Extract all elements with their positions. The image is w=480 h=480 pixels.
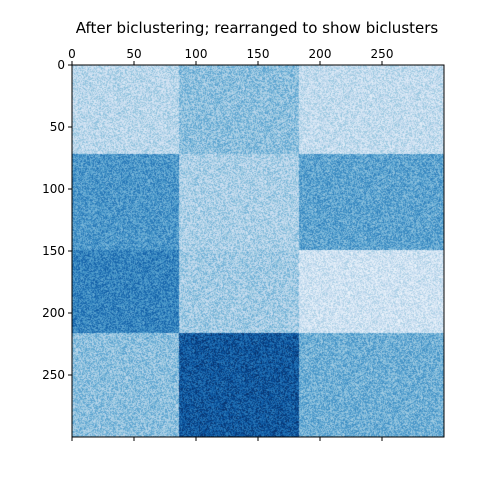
- y-tick-label: 0: [57, 58, 65, 72]
- heatmap-image: [72, 65, 444, 437]
- y-tick-label: 50: [50, 120, 65, 134]
- y-tick-label: 150: [42, 244, 65, 258]
- x-axis-ticks: 0 50 100 150 200 250: [68, 47, 393, 441]
- x-tick-label: 50: [126, 47, 141, 61]
- y-tick-label: 100: [42, 182, 65, 196]
- x-tick-label: 200: [309, 47, 332, 61]
- heatmap-cells: [72, 65, 444, 437]
- y-axis-ticks: 0 50 100 150 200 250: [42, 58, 72, 382]
- x-tick-label: 250: [371, 47, 394, 61]
- x-tick-label: 150: [247, 47, 270, 61]
- y-tick-label: 200: [42, 306, 65, 320]
- x-tick-label: 100: [185, 47, 208, 61]
- x-tick-label: 0: [68, 47, 76, 61]
- y-tick-label: 250: [42, 368, 65, 382]
- chart-title: After biclustering; rearranged to show b…: [76, 19, 439, 37]
